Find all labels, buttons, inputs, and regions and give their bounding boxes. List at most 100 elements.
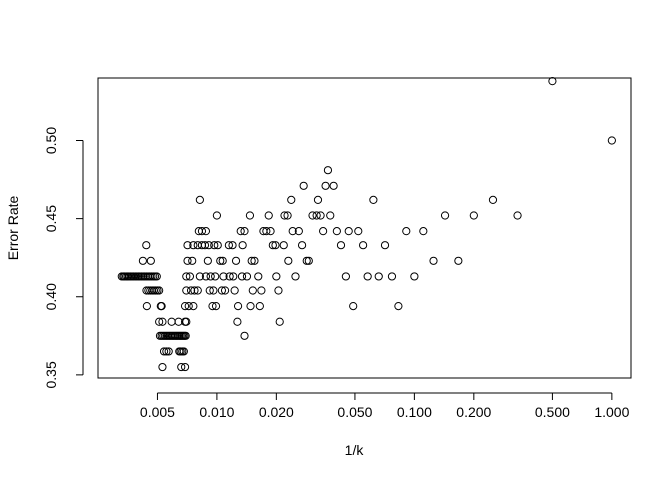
data-point — [201, 227, 211, 236]
x-tick-label: 0.200 — [456, 404, 491, 420]
data-point — [294, 227, 303, 236]
data-point — [181, 331, 190, 340]
data-point — [138, 256, 147, 265]
data-point — [274, 286, 283, 295]
data-point — [359, 241, 368, 250]
y-axis-title: Error Rate — [5, 196, 21, 261]
data-point — [240, 331, 249, 340]
data-point — [469, 211, 478, 220]
data-point — [297, 241, 307, 250]
data-point — [349, 302, 358, 311]
data-point — [218, 256, 227, 265]
data-point — [204, 241, 213, 250]
data-point — [238, 241, 247, 250]
data-point — [299, 181, 308, 190]
plot-frame — [97, 77, 632, 379]
data-point — [185, 272, 195, 281]
data-point — [488, 195, 498, 204]
data-point — [240, 227, 249, 236]
data-point — [217, 286, 226, 295]
data-point — [230, 286, 239, 295]
data-point — [159, 347, 169, 356]
data-point — [321, 181, 330, 190]
data-point — [369, 195, 378, 204]
data-point — [326, 211, 335, 220]
data-point — [250, 256, 259, 265]
y-tick-label: 0.40 — [43, 283, 59, 310]
data-point — [193, 286, 202, 295]
points-layer — [117, 77, 616, 372]
data-point — [271, 241, 280, 250]
data-point — [323, 166, 333, 175]
data-point — [177, 362, 186, 372]
data-point — [188, 256, 197, 265]
data-point — [197, 227, 207, 236]
data-point — [212, 211, 221, 220]
data-point — [213, 241, 222, 250]
data-point — [206, 272, 215, 281]
data-point — [454, 256, 463, 265]
data-point — [341, 272, 350, 281]
data-point — [158, 317, 167, 326]
y-axis: 0.35 0.40 0.45 0.50 — [43, 127, 84, 389]
data-point — [155, 317, 164, 326]
x-tick-label: 0.500 — [535, 404, 570, 420]
x-tick-label: 0.050 — [337, 404, 372, 420]
data-point — [180, 362, 190, 372]
data-point — [237, 272, 247, 281]
data-point — [302, 256, 311, 265]
y-tick-label: 0.35 — [43, 361, 59, 388]
data-point — [182, 286, 191, 295]
data-point — [233, 317, 242, 326]
data-point — [146, 256, 155, 265]
data-point — [189, 302, 198, 311]
data-point — [164, 347, 173, 356]
data-point — [205, 286, 214, 295]
data-point — [440, 211, 450, 220]
data-point — [402, 227, 411, 236]
data-point — [219, 272, 228, 281]
data-point — [152, 272, 161, 281]
data-point — [167, 317, 176, 326]
x-tick-label: 0.020 — [259, 404, 294, 420]
data-point — [288, 227, 297, 236]
data-point — [209, 286, 218, 295]
data-point — [607, 136, 616, 145]
data-point — [142, 241, 151, 250]
data-point — [344, 227, 353, 236]
x-tick-label: 0.005 — [140, 404, 175, 420]
data-point — [186, 286, 196, 295]
data-point — [246, 302, 255, 311]
data-point — [262, 227, 271, 236]
data-point — [233, 302, 243, 311]
data-point — [216, 256, 225, 265]
data-point — [387, 272, 397, 281]
data-point — [179, 347, 188, 356]
data-point — [329, 181, 338, 190]
data-point — [210, 241, 219, 250]
data-point — [200, 241, 210, 250]
data-point — [229, 272, 238, 281]
data-point — [183, 241, 192, 250]
data-point — [291, 272, 300, 281]
data-point — [279, 241, 288, 250]
data-point — [180, 302, 190, 311]
data-point — [332, 227, 341, 236]
data-point — [189, 241, 198, 250]
data-point — [247, 256, 256, 265]
data-point — [254, 272, 263, 281]
y-tick-label: 0.50 — [43, 127, 59, 154]
data-point — [374, 272, 383, 281]
data-point — [190, 286, 199, 295]
data-point — [268, 241, 277, 250]
data-point — [155, 286, 164, 295]
data-point — [182, 317, 191, 326]
data-point — [419, 227, 428, 236]
data-point — [257, 286, 266, 295]
data-point — [548, 77, 557, 86]
x-tick-label: 1.000 — [594, 404, 629, 420]
data-point — [182, 272, 191, 281]
data-point — [264, 211, 273, 220]
data-point — [272, 272, 281, 281]
